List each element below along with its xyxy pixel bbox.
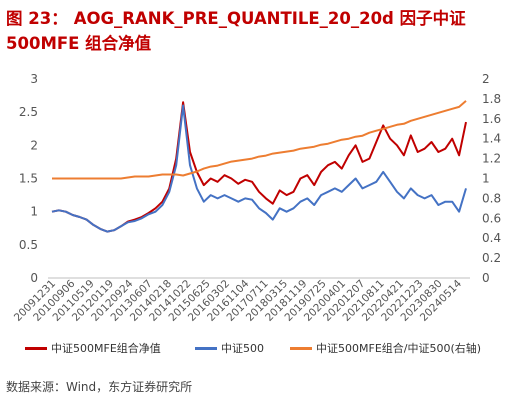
series-line-1	[51, 104, 467, 233]
y-right-tick-label: 1.8	[482, 92, 501, 106]
y-right-tick-label: 0.2	[482, 251, 501, 265]
legend-item-portfolio: 中证500MFE组合净值	[25, 340, 161, 356]
title-line2: 500MFE 组合净值	[6, 34, 152, 53]
legend-swatch-index	[195, 346, 217, 350]
series-line-2	[52, 100, 467, 180]
legend-item-index: 中证500	[195, 340, 264, 356]
legend-swatch-ratio	[290, 346, 312, 350]
y-left-tick-label: 1.5	[19, 172, 38, 186]
y-right-tick-label: 0	[482, 271, 490, 285]
legend-item-ratio: 中证500MFE组合/中证500(右轴)	[290, 340, 481, 356]
y-right-tick-label: 0.4	[482, 231, 501, 245]
figure-label: 图 23：	[6, 9, 68, 28]
legend-label-portfolio: 中证500MFE组合净值	[51, 342, 161, 355]
legend-swatch-portfolio	[25, 346, 47, 350]
y-left-tick-label: 0	[30, 271, 38, 285]
chart-title: 图 23： AOG_RANK_PRE_QUANTILE_20_20d 因子中证 5…	[6, 6, 506, 56]
legend-label-ratio: 中证500MFE组合/中证500(右轴)	[316, 342, 482, 355]
y-right-tick-label: 0.8	[482, 191, 501, 205]
y-left-tick-label: 1	[30, 205, 38, 219]
y-right-tick-label: 0.6	[482, 211, 501, 225]
y-left-tick-label: 2.5	[19, 105, 38, 119]
y-right-tick-label: 1.4	[482, 132, 501, 146]
y-left-tick-label: 3	[30, 72, 38, 86]
y-right-tick-label: 1.6	[482, 112, 501, 126]
y-right-tick-label: 2	[482, 72, 490, 86]
source-note: 数据来源：Wind，东方证券研究所	[6, 380, 193, 394]
y-left-tick-label: 2	[30, 138, 38, 152]
y-right-tick-label: 1	[482, 172, 490, 186]
chart-legend: 中证500MFE组合净值 中证500 中证500MFE组合/中证500(右轴)	[10, 340, 510, 356]
y-left-tick-label: 0.5	[19, 238, 38, 252]
legend-label-index: 中证500	[221, 342, 264, 355]
title-line1: AOG_RANK_PRE_QUANTILE_20_20d 因子中证	[73, 9, 466, 28]
series-line-0	[51, 101, 467, 233]
y-right-tick-label: 1.2	[482, 152, 501, 166]
